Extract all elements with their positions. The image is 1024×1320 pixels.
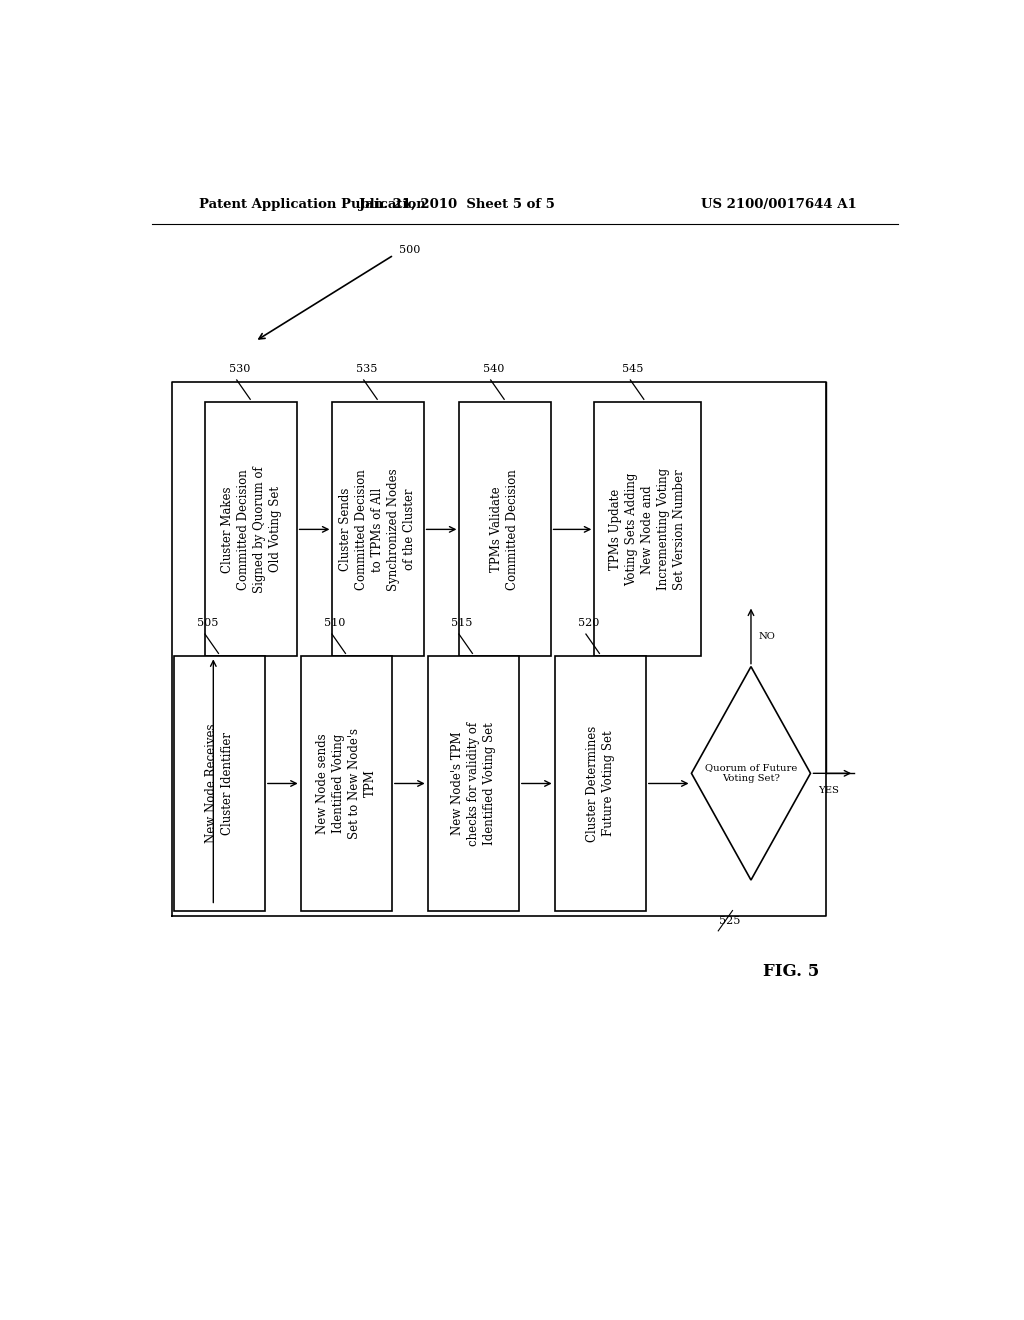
Text: TPMs Validate
Committed Decision: TPMs Validate Committed Decision (490, 469, 519, 590)
Text: US 2100/0017644 A1: US 2100/0017644 A1 (700, 198, 857, 211)
Text: Quorum of Future
Voting Set?: Quorum of Future Voting Set? (705, 763, 797, 783)
Bar (428, 656, 519, 911)
Text: 530: 530 (228, 364, 250, 374)
Text: 520: 520 (578, 618, 599, 628)
Text: 510: 510 (324, 618, 345, 628)
Text: New Node Receives
Cluster Identifier: New Node Receives Cluster Identifier (205, 723, 233, 843)
Text: 525: 525 (720, 916, 740, 925)
Text: 505: 505 (197, 618, 218, 628)
Text: FIG. 5: FIG. 5 (763, 964, 819, 979)
Polygon shape (691, 667, 811, 880)
Text: Cluster Makes
Committed Decision
Signed by Quorum of
Old Voting Set: Cluster Makes Committed Decision Signed … (220, 466, 282, 593)
Bar (460, 403, 551, 656)
Text: New Node sends
Identified Voting
Set to New Node's
TPM: New Node sends Identified Voting Set to … (315, 729, 377, 840)
Text: Cluster Sends
Committed Decision
to TPMs of All
Synchronized Nodes
of the Cluste: Cluster Sends Committed Decision to TPMs… (340, 469, 417, 590)
Text: 500: 500 (399, 246, 421, 255)
Text: Cluster Determines
Future Voting Set: Cluster Determines Future Voting Set (586, 726, 614, 842)
Bar (301, 656, 392, 911)
Bar (333, 403, 424, 656)
Text: Jan. 21, 2010  Sheet 5 of 5: Jan. 21, 2010 Sheet 5 of 5 (359, 198, 555, 211)
Text: 545: 545 (623, 364, 644, 374)
Bar (594, 403, 701, 656)
Bar (174, 656, 265, 911)
Text: YES: YES (818, 785, 840, 795)
Text: 535: 535 (355, 364, 377, 374)
Text: Patent Application Publication: Patent Application Publication (200, 198, 426, 211)
Text: NO: NO (759, 631, 776, 640)
Bar (555, 656, 646, 911)
Text: 540: 540 (482, 364, 504, 374)
Text: New Node's TPM
checks for validity of
Identified Voting Set: New Node's TPM checks for validity of Id… (451, 722, 496, 846)
Text: TPMs Update
Voting Sets Adding
New Node and
Incrementing Voting
Set Version Numb: TPMs Update Voting Sets Adding New Node … (609, 469, 686, 590)
Bar (206, 403, 297, 656)
Text: 515: 515 (451, 618, 472, 628)
